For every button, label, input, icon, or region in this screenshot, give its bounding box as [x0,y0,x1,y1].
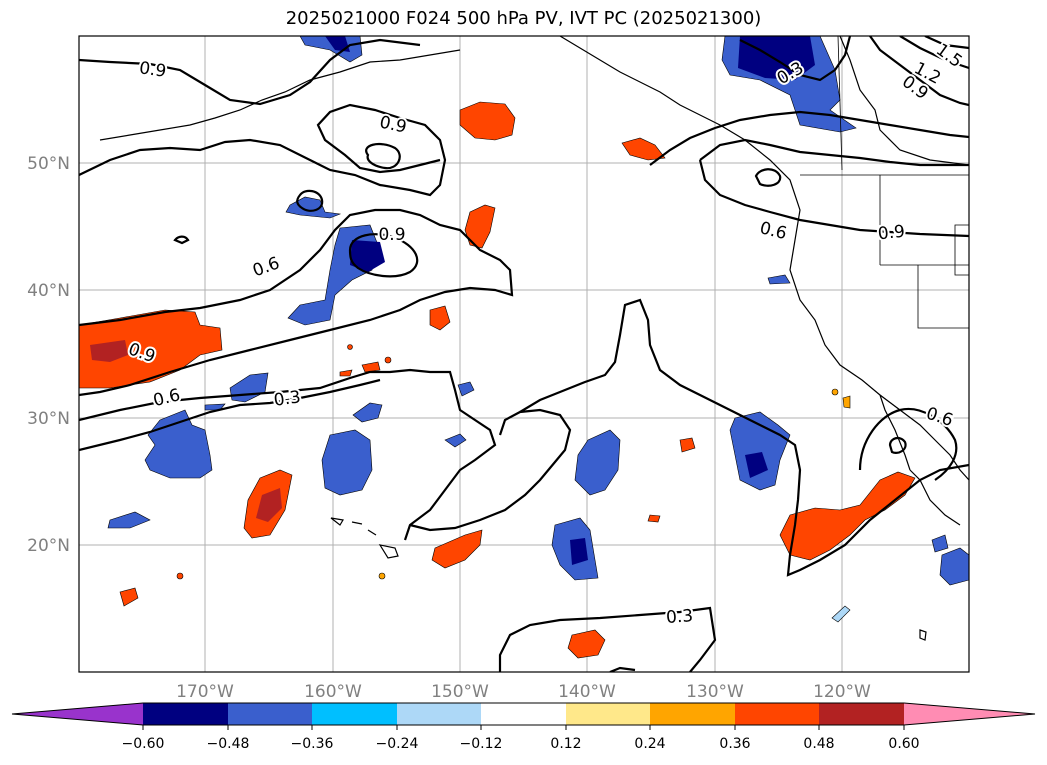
lat-label: 40°N [27,281,70,301]
colorbar-tick-label: 0.36 [719,736,750,752]
contour-label: 0.9 [877,222,906,245]
lat-label: 30°N [27,409,70,429]
contour-label: 0.3 [665,606,693,628]
longitude-labels: 170°W 160°W 150°W 140°W 130°W 120°W [176,682,871,702]
colorbar: −0.60 −0.48 −0.36 −0.24 −0.12 0.12 0.24 … [11,702,1036,752]
colorbar-tick-label: 0.60 [888,736,919,752]
colorbar-tick-label: −0.48 [207,736,250,752]
colorbar-tick-label: −0.12 [460,736,503,752]
contour-label: 0.3 [273,387,303,411]
positive-anomaly-areas [79,101,916,659]
colorbar-segment [650,703,735,725]
lat-label: 20°N [27,536,70,556]
colorbar-tick-label: −0.36 [291,736,334,752]
lon-label: 160°W [304,682,362,702]
colorbar-tick-label: −0.60 [122,736,165,752]
pv-contours [79,36,969,672]
lon-label: 170°W [176,682,234,702]
lon-label: 140°W [558,682,616,702]
map-frame [78,35,970,673]
borders [800,36,969,411]
colorbar-tick-label: −0.24 [376,736,419,752]
colorbar-segment [143,703,228,725]
contour-label: 0.9 [378,225,405,245]
colorbar-segment [397,703,481,725]
colorbar-extend-high [904,703,1035,725]
coastlines [99,36,969,641]
lon-label: 120°W [813,682,871,702]
lat-label: 50°N [27,154,70,174]
colorbar-segment [566,703,650,725]
latitude-labels: 50°N 40°N 30°N 20°N [27,154,70,556]
colorbar-segment [735,703,819,725]
colorbar-segment [228,703,312,725]
colorbar-tick-label: 0.24 [634,736,665,752]
lon-label: 150°W [431,682,489,702]
colorbar-segment [312,703,397,725]
colorbar-extend-low [12,703,143,725]
colorbar-segment [819,703,904,725]
lon-label: 130°W [686,682,744,702]
map-title: 2025021000 F024 500 hPa PV, IVT PC (2025… [285,8,762,29]
colorbar-segment [481,703,566,725]
colorbar-tick-label: 0.48 [803,736,834,752]
colorbar-tick-label: 0.12 [550,736,581,752]
contour-label: 0.9 [138,58,168,82]
